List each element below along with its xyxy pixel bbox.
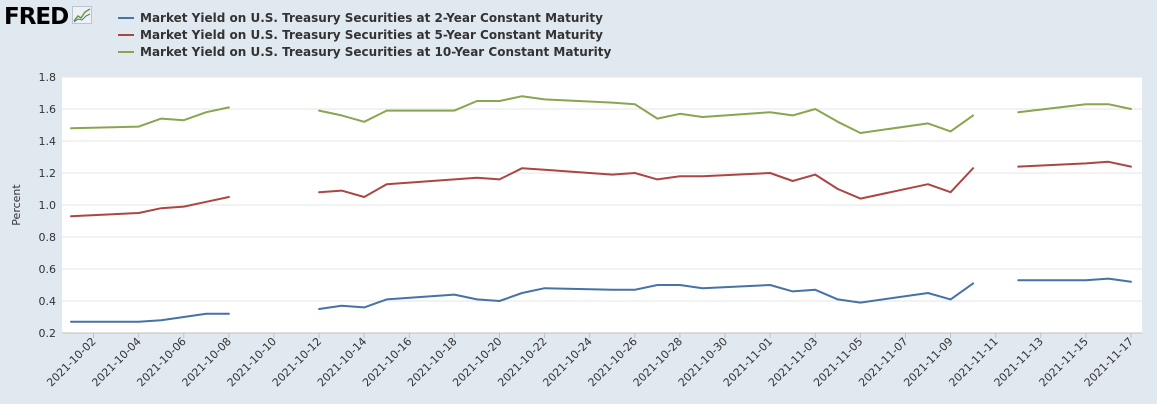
y-tick-label: 0.6 bbox=[39, 263, 57, 276]
fred-logo-text: FRED bbox=[4, 4, 69, 30]
series-line-0 bbox=[318, 282, 975, 310]
legend-item-5yr[interactable]: Market Yield on U.S. Treasury Securities… bbox=[118, 26, 611, 43]
fred-logo[interactable]: FRED bbox=[4, 3, 93, 31]
y-tick-label: 1.4 bbox=[39, 135, 57, 148]
series-line-2 bbox=[318, 95, 975, 134]
series-line-0 bbox=[70, 312, 230, 323]
series-line-2 bbox=[70, 106, 230, 130]
series-line-0 bbox=[1017, 277, 1132, 283]
y-axis-label: Percent bbox=[10, 184, 23, 226]
chart-legend: Market Yield on U.S. Treasury Securities… bbox=[118, 9, 611, 60]
legend-label-2yr: Market Yield on U.S. Treasury Securities… bbox=[140, 10, 603, 25]
y-tick-label: 1.6 bbox=[39, 103, 57, 116]
legend-label-10yr: Market Yield on U.S. Treasury Securities… bbox=[140, 44, 612, 59]
y-tick-label: 1.8 bbox=[39, 71, 57, 84]
legend-swatch-10yr bbox=[118, 50, 134, 53]
legend-label-5yr: Market Yield on U.S. Treasury Securities… bbox=[140, 27, 603, 42]
series-line-1 bbox=[1017, 160, 1132, 168]
series-line-1 bbox=[318, 167, 975, 200]
y-tick-label: 1.2 bbox=[39, 167, 57, 180]
fred-chart-icon bbox=[72, 6, 93, 28]
legend-item-2yr[interactable]: Market Yield on U.S. Treasury Securities… bbox=[118, 9, 611, 26]
legend-swatch-2yr bbox=[118, 16, 134, 19]
legend-item-10yr[interactable]: Market Yield on U.S. Treasury Securities… bbox=[118, 43, 611, 60]
y-tick-label: 0.2 bbox=[39, 327, 57, 340]
y-tick-label: 1.0 bbox=[39, 199, 57, 212]
y-tick-label: 0.4 bbox=[39, 295, 57, 308]
series-line-1 bbox=[70, 196, 230, 218]
y-tick-label: 0.8 bbox=[39, 231, 57, 244]
legend-swatch-5yr bbox=[118, 33, 134, 36]
series-line-2 bbox=[1017, 103, 1132, 114]
